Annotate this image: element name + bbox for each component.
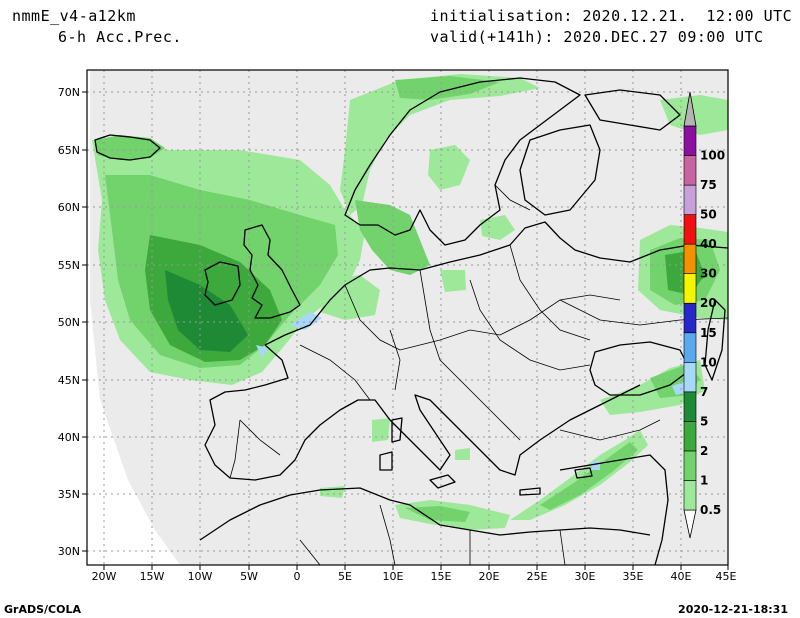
- legend-swatch: [683, 125, 697, 156]
- coastlines: [94, 77, 728, 565]
- legend-label: 1: [700, 473, 708, 487]
- lon-label: 0: [294, 570, 301, 583]
- lon-label: 15E: [431, 570, 452, 583]
- initialisation-time: initialisation: 2020.12.21. 12:00 UTC: [430, 7, 793, 25]
- legend-label: 75: [700, 178, 717, 192]
- lon-label: 15W: [140, 570, 165, 583]
- lat-label: 40N: [58, 431, 80, 444]
- footer-credit: GrADS/COLA: [4, 603, 81, 616]
- lon-label: 20W: [92, 570, 117, 583]
- legend-swatch: [683, 214, 697, 245]
- legend-swatch: [683, 391, 697, 422]
- lat-label: 65N: [58, 144, 80, 157]
- lon-label: 25E: [527, 570, 548, 583]
- legend-label: 20: [700, 296, 717, 310]
- legend-swatch: [683, 480, 697, 511]
- legend-label: 50: [700, 208, 717, 222]
- field-name: 6-h Acc.Prec.: [58, 28, 182, 46]
- legend-label: 2: [700, 444, 708, 458]
- lat-label: 55N: [58, 259, 80, 272]
- map-frame: [86, 69, 729, 566]
- lat-label: 30N: [58, 545, 80, 558]
- axis-ticks: [82, 91, 729, 570]
- lon-label: 30E: [575, 570, 596, 583]
- lon-label: 40E: [671, 570, 692, 583]
- legend-label: 7: [700, 385, 708, 399]
- lat-label: 70N: [58, 86, 80, 99]
- lat-label: 50N: [58, 316, 80, 329]
- legend-label: 0.5: [700, 503, 721, 517]
- legend-top-cap: [683, 91, 697, 127]
- lon-label: 10W: [188, 570, 213, 583]
- lon-label: 20E: [479, 570, 500, 583]
- lon-label: 5W: [240, 570, 258, 583]
- lon-labels: 20W 15W 10W 5W 0 5E 10E 15E 20E 25E 30E …: [92, 570, 737, 583]
- legend-label: 5: [700, 414, 708, 428]
- lon-label: 35E: [623, 570, 644, 583]
- legend-label: 10: [700, 355, 717, 369]
- legend-swatch: [683, 362, 697, 393]
- lat-label: 35N: [58, 488, 80, 501]
- color-legend: 0.5 1 2 5 7 10 15 20 30 40 50 75 100: [683, 91, 725, 539]
- valid-time: valid(+141h): 2020.DEC.27 09:00 UTC: [430, 28, 764, 46]
- legend-label: 100: [700, 149, 725, 163]
- legend-label: 40: [700, 237, 717, 251]
- legend-swatch: [683, 332, 697, 363]
- model-name: nmmE_v4-a12km: [12, 7, 136, 25]
- lat-label: 60N: [58, 201, 80, 214]
- legend-swatch: [683, 184, 697, 215]
- legend-swatch: [683, 273, 697, 304]
- lon-label: 10E: [383, 570, 404, 583]
- legend-swatch: [683, 302, 697, 334]
- footer-timestamp: 2020-12-21-18:31: [678, 603, 788, 616]
- legend-label: 30: [700, 267, 717, 281]
- graticule: [87, 70, 728, 565]
- lat-label: 45N: [58, 374, 80, 387]
- lat-labels: 70N 65N 60N 55N 50N 45N 40N 35N 30N: [58, 86, 80, 558]
- lon-label: 45E: [716, 570, 737, 583]
- legend-swatch: [683, 155, 697, 186]
- lon-label: 5E: [338, 570, 352, 583]
- legend-swatch: [683, 243, 697, 274]
- map-area: [87, 70, 728, 565]
- legend-swatch: [683, 450, 697, 481]
- legend-label: 15: [700, 326, 717, 340]
- legend-swatch: [683, 421, 697, 452]
